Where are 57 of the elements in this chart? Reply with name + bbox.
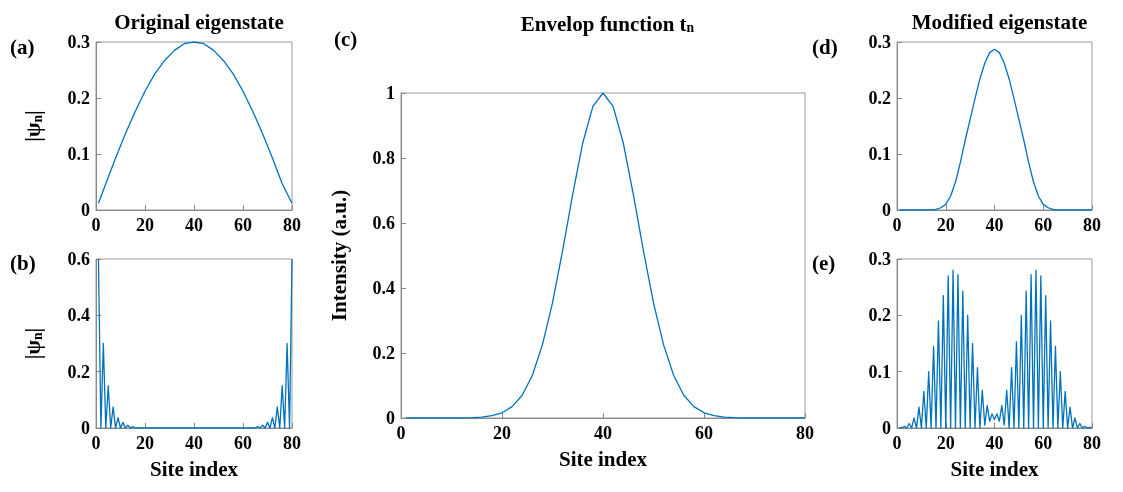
x-tick-label: 60 bbox=[1034, 433, 1053, 453]
y-axis-title: |ψn| bbox=[21, 110, 46, 142]
x-tick-label: 80 bbox=[1083, 215, 1101, 235]
y-tick-label: 0.3 bbox=[67, 32, 90, 52]
x-tick-label: 60 bbox=[234, 215, 252, 235]
x-tick-label: 20 bbox=[136, 215, 154, 235]
x-tick-label: 20 bbox=[136, 433, 154, 453]
text: (d) bbox=[812, 34, 838, 59]
x-tick-label: 60 bbox=[234, 433, 252, 453]
y-tick-label: 0 bbox=[81, 200, 90, 220]
line-series bbox=[97, 41, 293, 204]
y-tick-label: 0.1 bbox=[67, 144, 90, 164]
y-tick-label: 0.2 bbox=[67, 361, 90, 382]
y-axis-title: Intensity (a.u.) bbox=[326, 189, 351, 322]
y-tick-label: 0.2 bbox=[868, 88, 891, 108]
y-tick-label: 0.3 bbox=[868, 32, 891, 52]
x-tick-label: 40 bbox=[185, 215, 203, 235]
x-axis-title: Site index bbox=[558, 446, 648, 471]
x-tick-label: 60 bbox=[1034, 215, 1053, 235]
text: (a) bbox=[10, 34, 35, 59]
x-tick-label: 80 bbox=[796, 423, 814, 443]
x-tick-label: 20 bbox=[493, 423, 511, 443]
y-tick-label: 0 bbox=[386, 408, 395, 428]
y-tick-label: 0 bbox=[882, 200, 891, 220]
x-tick-label: 40 bbox=[594, 423, 612, 443]
x-axis-title: Site index bbox=[950, 456, 1040, 481]
text: (e) bbox=[812, 250, 836, 275]
chart-title: Envelop function tn bbox=[520, 11, 695, 36]
chart-title: Modified eigenstate bbox=[911, 9, 1088, 34]
y-tick-label: 0.4 bbox=[67, 305, 90, 326]
line-series bbox=[97, 258, 293, 429]
line-series bbox=[405, 92, 806, 419]
y-axis-title: |ψn| bbox=[21, 327, 46, 360]
y-tick-label: 0.1 bbox=[868, 361, 891, 382]
y-tick-label: 0.3 bbox=[868, 249, 891, 269]
x-tick-label: 80 bbox=[283, 433, 301, 453]
x-tick-label: 20 bbox=[936, 433, 955, 453]
text: (b) bbox=[10, 250, 36, 275]
x-tick-label: 60 bbox=[695, 423, 713, 443]
y-tick-label: 0.6 bbox=[372, 213, 395, 233]
x-tick-label: 20 bbox=[936, 215, 955, 235]
y-tick-label: 0.6 bbox=[67, 249, 90, 269]
x-tick-label: 40 bbox=[985, 215, 1004, 235]
x-tick-label: 40 bbox=[985, 433, 1004, 453]
y-tick-label: 0.8 bbox=[372, 148, 395, 168]
x-tick-label: 80 bbox=[1083, 433, 1101, 453]
y-tick-label: 0.1 bbox=[868, 144, 891, 164]
x-tick-label: 40 bbox=[185, 433, 203, 453]
y-tick-label: 0.2 bbox=[372, 343, 395, 363]
y-tick-label: 1 bbox=[386, 83, 395, 103]
y-tick-label: 0.4 bbox=[372, 278, 395, 298]
text: (c) bbox=[334, 26, 358, 51]
chart-title: Original eigenstate bbox=[114, 9, 284, 34]
y-tick-label: 0.2 bbox=[67, 88, 90, 108]
x-axis-title: Site index bbox=[149, 456, 239, 481]
y-tick-label: 0.2 bbox=[868, 305, 891, 326]
x-tick-label: 80 bbox=[283, 215, 301, 235]
